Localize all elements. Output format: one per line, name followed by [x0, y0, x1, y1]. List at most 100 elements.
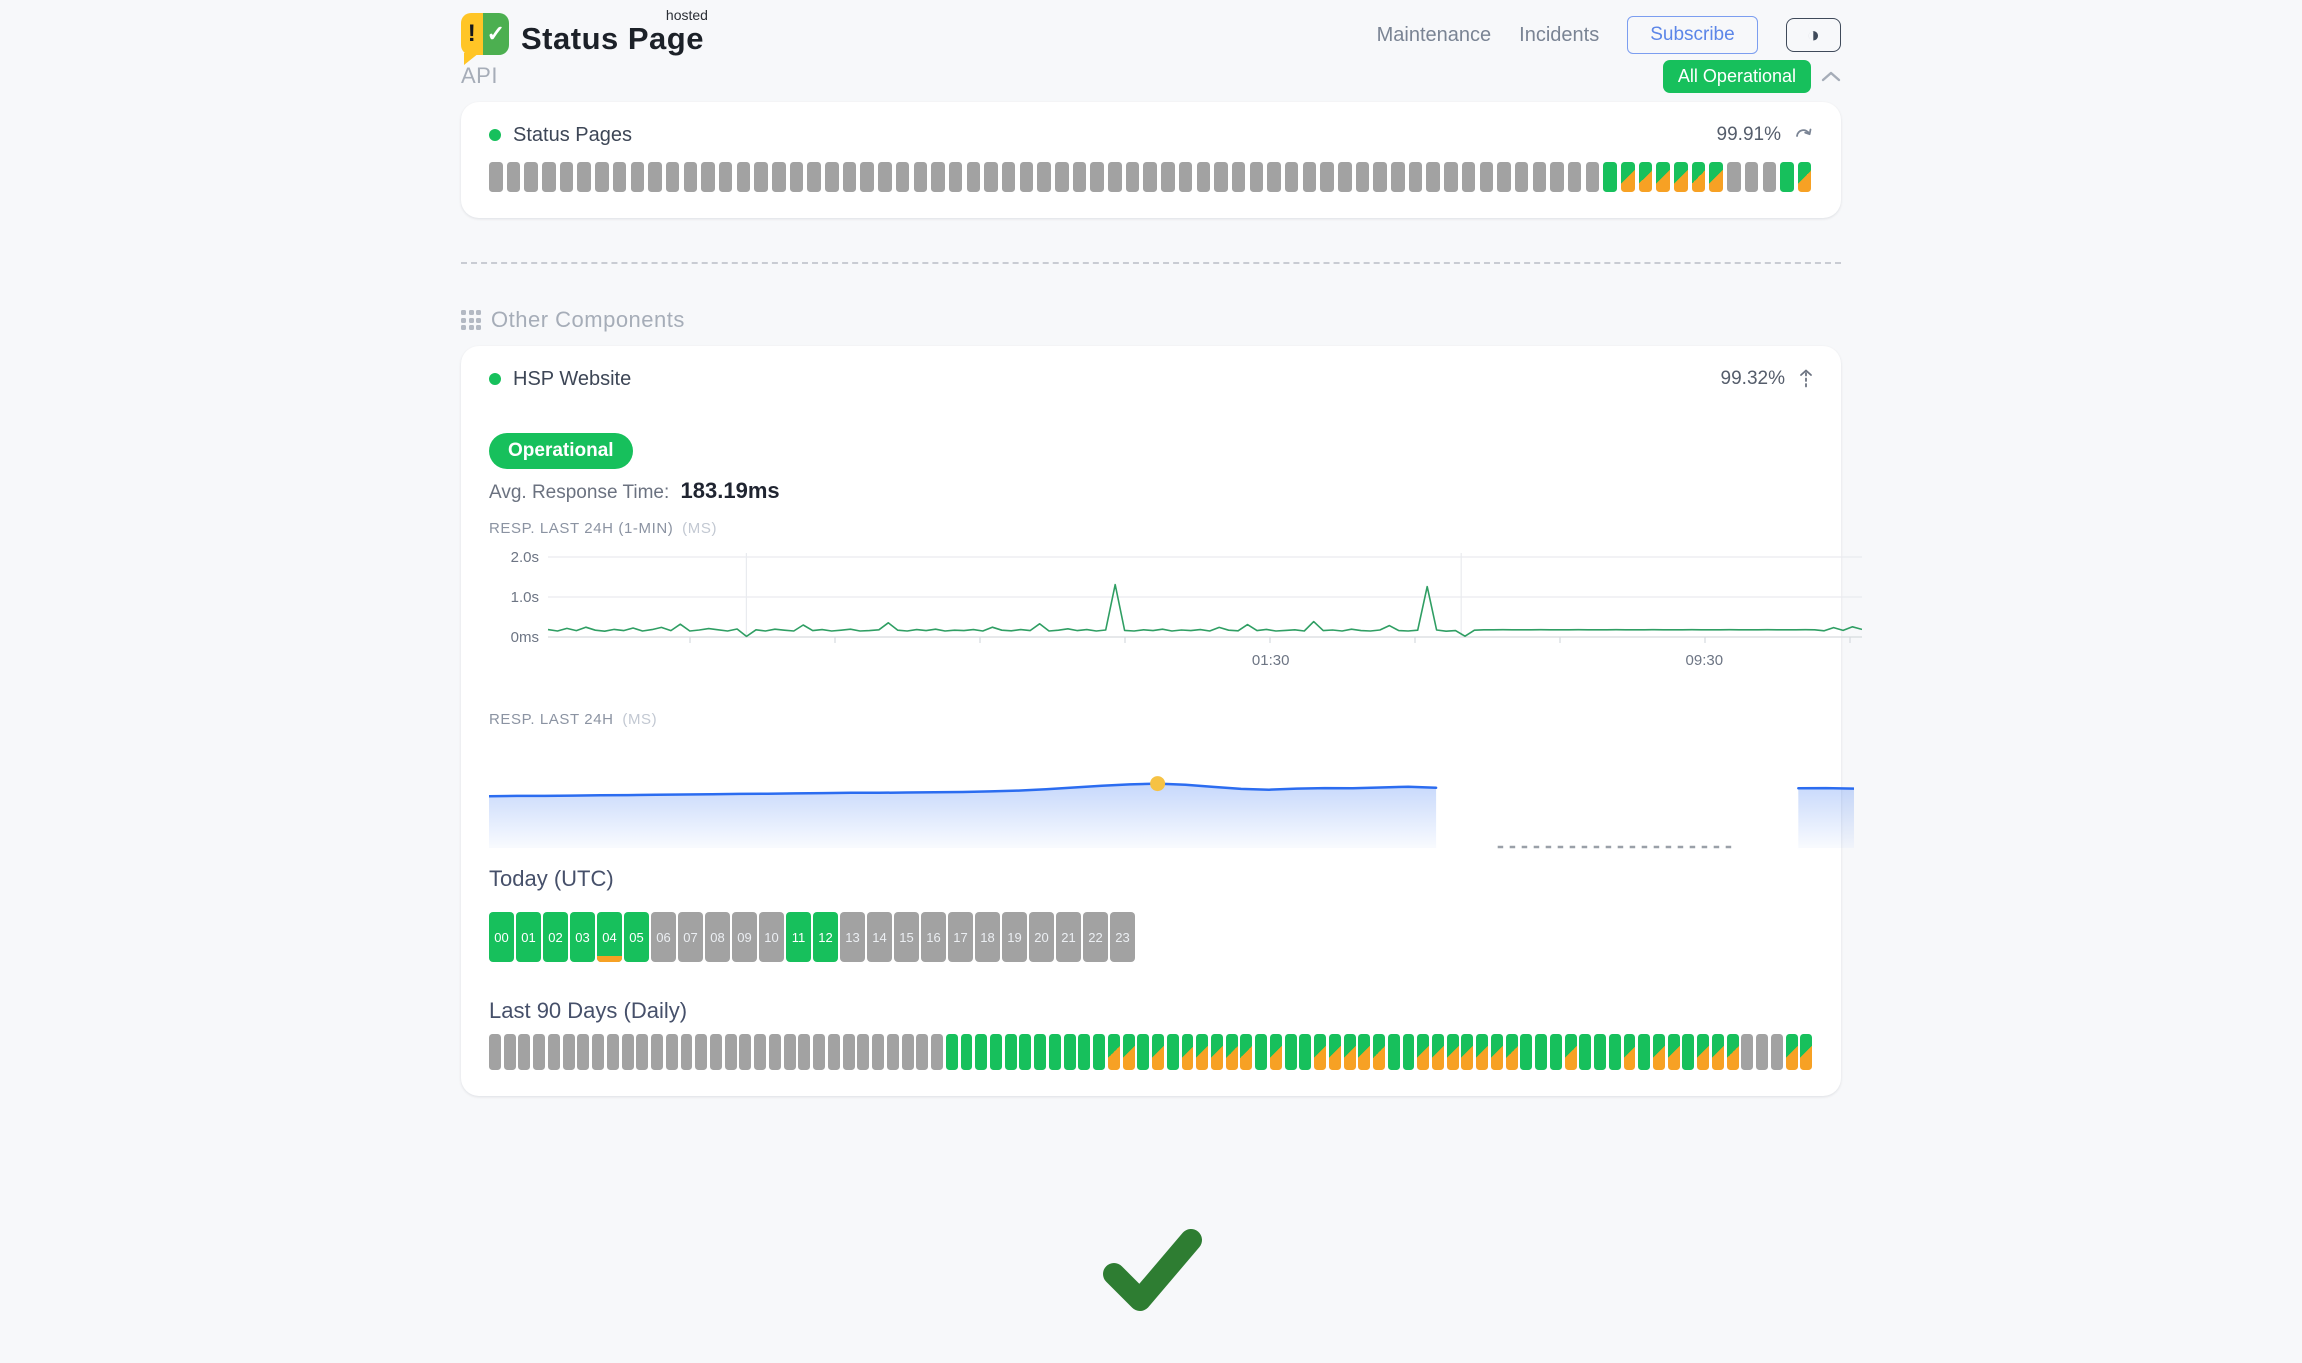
hour-block-18: 18 — [975, 912, 1000, 962]
uptime-bar — [1373, 162, 1387, 192]
collapse-chevron-up-icon[interactable] — [1821, 70, 1841, 82]
hour-block-15: 15 — [894, 912, 919, 962]
uptime-bar — [1214, 162, 1228, 192]
uptime-bar — [1019, 1034, 1032, 1070]
uptime-bar — [1196, 162, 1210, 192]
hour-block-06: 06 — [651, 912, 676, 962]
hour-block-22: 22 — [1083, 912, 1108, 962]
uptime-bar — [1255, 1034, 1268, 1070]
uptime-bar — [1122, 1034, 1135, 1070]
uptime-bar — [842, 1034, 855, 1070]
uptime-bar — [1019, 162, 1034, 192]
uptime-bar — [1302, 162, 1317, 192]
uptime-bar — [768, 1034, 781, 1070]
logo-exclamation-icon: ! — [461, 13, 483, 55]
dashed-divider — [461, 262, 1841, 264]
uptime-bar — [1320, 162, 1334, 192]
response-time-area-chart — [489, 776, 1854, 849]
uptime-bar — [518, 1034, 531, 1070]
expand-arrow-up-icon[interactable] — [1799, 369, 1813, 389]
header: ! ✓ hosted Status Page Maintenance Incid… — [461, 0, 1841, 65]
uptime-bar — [1137, 1034, 1150, 1070]
uptime-bar — [1225, 1034, 1238, 1070]
uptime-bar — [718, 162, 733, 192]
uptime-bar — [542, 162, 556, 192]
chart1-title-unit: (MS) — [682, 520, 718, 537]
uptime-bar — [813, 1034, 826, 1070]
uptime-bar — [1797, 162, 1812, 192]
app-title-text: Status Page — [521, 21, 704, 56]
uptime-bar — [695, 1034, 708, 1070]
subscribe-button[interactable]: Subscribe — [1627, 16, 1758, 54]
hour-block-08: 08 — [705, 912, 730, 962]
nav-maintenance[interactable]: Maintenance — [1376, 23, 1492, 46]
uptime-bar — [1709, 162, 1723, 192]
uptime-bar — [1267, 162, 1281, 192]
uptime-bar — [1585, 162, 1600, 192]
uptime-bar — [1535, 1034, 1548, 1070]
uptime-bar — [1594, 1034, 1607, 1070]
hour-block-16: 16 — [921, 912, 946, 962]
uptime-bar — [1762, 162, 1776, 192]
uptime-bar — [1505, 1034, 1518, 1070]
uptime-bar — [1417, 1034, 1430, 1070]
uptime-bar — [1037, 162, 1051, 192]
uptime-bar — [1623, 1034, 1636, 1070]
svg-text:09:30: 09:30 — [1686, 652, 1724, 669]
uptime-bar — [577, 1034, 590, 1070]
uptime-bar — [931, 162, 945, 192]
uptime-bar — [577, 162, 591, 192]
overall-status-badge: All Operational — [1662, 59, 1811, 93]
uptime-bar — [1152, 1034, 1164, 1070]
uptime-bar — [975, 1034, 988, 1070]
avg-response-label: Avg. Response Time: — [489, 482, 670, 503]
theme-toggle-button[interactable]: ◑ — [1785, 17, 1841, 53]
uptime-bar — [1249, 162, 1264, 192]
today-hours-row: 00 01 02 03 04 05 06 07 08 09 10 11 12 13 14 15 16 17 18 19… — [489, 912, 1813, 962]
uptime-bar — [1744, 162, 1759, 192]
hour-block-12: 12 — [813, 912, 838, 962]
uptime-bar — [1240, 1034, 1253, 1070]
hour-block-03: 03 — [570, 912, 595, 962]
uptime-bar — [489, 1034, 501, 1070]
uptime-bar — [1210, 1034, 1223, 1070]
chart2-title: RESP. LAST 24H (MS) — [489, 711, 1813, 728]
uptime-bar — [1461, 1034, 1474, 1070]
uptime-bar — [1408, 162, 1423, 192]
uptime-bar — [1108, 162, 1122, 192]
refresh-icon[interactable] — [1795, 127, 1813, 143]
uptime-bar — [754, 1034, 767, 1070]
uptime-bar — [1001, 162, 1016, 192]
uptime-bar — [524, 162, 538, 192]
uptime-bar — [1166, 1034, 1179, 1070]
uptime-bar — [1055, 162, 1069, 192]
hour-block-04: 04 — [597, 912, 622, 962]
uptime-bar — [825, 162, 839, 192]
logo-icon: ! ✓ — [461, 13, 509, 65]
uptime-bar — [1338, 162, 1352, 192]
uptime-bar — [1178, 162, 1193, 192]
uptime-bar — [1446, 1034, 1459, 1070]
nav-incidents[interactable]: Incidents — [1519, 23, 1600, 46]
hour-block-01: 01 — [516, 912, 541, 962]
hour-block-14: 14 — [867, 912, 892, 962]
uptime-bar — [1579, 1034, 1592, 1070]
last90-heading: Last 90 Days (Daily) — [489, 998, 688, 1023]
hour-block-20: 20 — [1029, 912, 1054, 962]
uptime-bar — [878, 162, 892, 192]
uptime-bar — [1756, 1034, 1769, 1070]
uptime-bar — [754, 162, 768, 192]
theme-contrast-icon: ◑ — [1806, 21, 1820, 47]
uptime-bar — [1343, 1034, 1356, 1070]
component-row: HSP Website 99.32% — [489, 368, 1813, 390]
uptime-bar — [1638, 1034, 1651, 1070]
uptime-bar — [1196, 1034, 1209, 1070]
operational-badge: Operational — [489, 433, 633, 469]
uptime-bar — [1638, 162, 1653, 192]
uptime-bar — [1355, 162, 1370, 192]
hour-block-21: 21 — [1056, 912, 1081, 962]
component-name: Status Pages — [513, 123, 632, 146]
api-section-title: API — [461, 63, 498, 88]
uptime-bar — [1328, 1034, 1341, 1070]
chart2-title-text: RESP. LAST 24H — [489, 711, 614, 728]
